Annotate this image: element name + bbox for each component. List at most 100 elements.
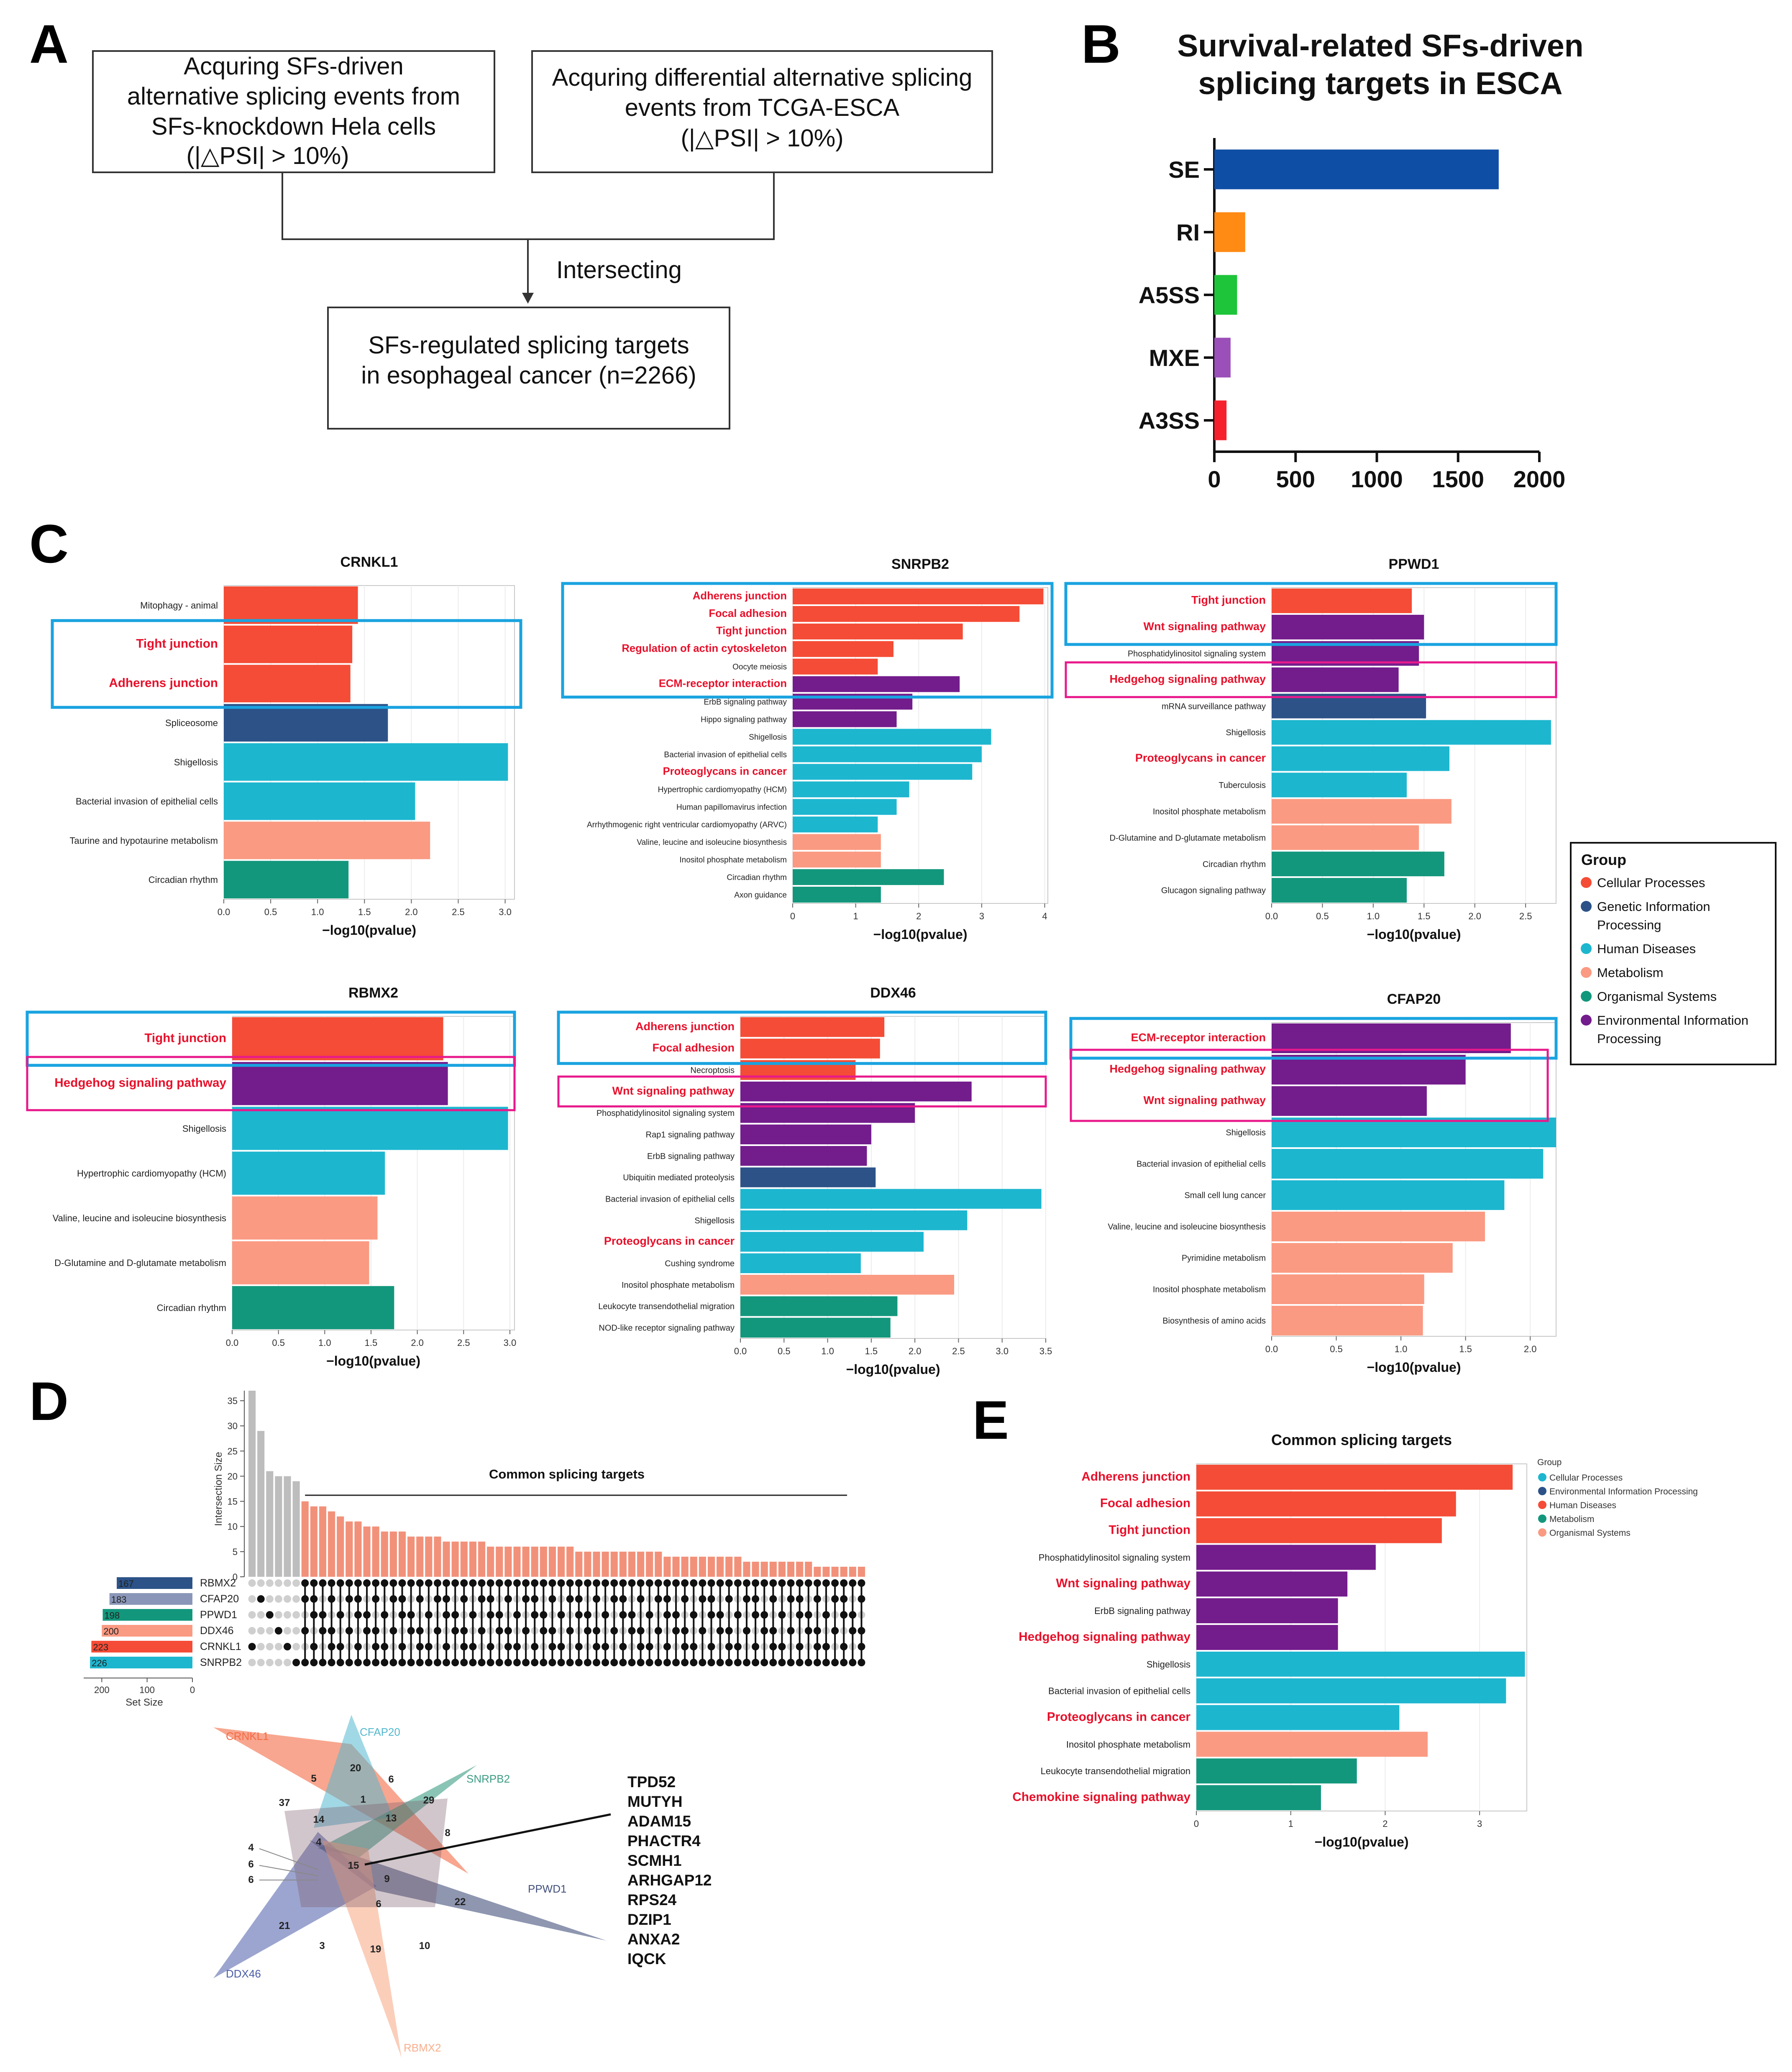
- y-tick-label: Hedgehog signaling pathway: [54, 1076, 226, 1090]
- set-name: SNRPB2: [200, 1657, 242, 1668]
- legend-label: Genetic Information: [1597, 899, 1710, 914]
- intersection-bar: [531, 1546, 538, 1577]
- intersection-bar: [655, 1551, 662, 1577]
- matrix-dot: [257, 1595, 265, 1603]
- set-name: CFAP20: [200, 1593, 239, 1605]
- bar: [740, 1275, 954, 1295]
- matrix-dot: [257, 1579, 265, 1587]
- bar: [224, 586, 358, 624]
- y-tick-label: Necroptosis: [690, 1066, 735, 1075]
- intersection-bar: [575, 1551, 583, 1577]
- x-tick-label: 3.0: [504, 1338, 517, 1348]
- bar: [1272, 878, 1407, 903]
- x-axis-label: −log10(pvalue): [1367, 927, 1461, 942]
- chart-title: Survival-related SFs-driven: [1177, 28, 1583, 63]
- venn-count: 5: [311, 1773, 316, 1784]
- x-tick-label: 2.0: [1468, 911, 1481, 921]
- plot-frame: [1271, 587, 1556, 904]
- bar: [224, 625, 353, 663]
- intersection-bar: [504, 1546, 512, 1577]
- y-tick-label: Circadian rhythm: [148, 875, 218, 885]
- y-tick-label: Hypertrophic cardiomyopathy (HCM): [77, 1168, 226, 1179]
- legend-label: Cellular Processes: [1597, 875, 1705, 890]
- bar: [1196, 1571, 1348, 1597]
- intersection-bar: [707, 1556, 715, 1577]
- x-tick-label: 1.5: [358, 907, 371, 917]
- y-tick-label: Inositol phosphate metabolism: [1153, 807, 1266, 816]
- bar: [793, 588, 1044, 604]
- chart-title: SNRPB2: [891, 556, 949, 572]
- bar: [232, 1151, 385, 1195]
- legend-label: Organismal Systems: [1597, 989, 1717, 1004]
- bar-a3ss: [1214, 400, 1227, 440]
- intersection-bar: [602, 1551, 609, 1577]
- legend-e: Group Cellular Processes Environmental Inf…: [1537, 1458, 1698, 1538]
- bar: [1196, 1732, 1428, 1757]
- bar: [232, 1286, 394, 1329]
- matrix-dot: [274, 1579, 282, 1587]
- x-axis-label: −log10(pvalue): [322, 923, 416, 938]
- matrix-dot: [248, 1595, 256, 1603]
- x-axis-label: −log10(pvalue): [873, 927, 968, 942]
- bar: [740, 1167, 876, 1187]
- bar: [793, 658, 878, 675]
- y-tick-label: Wnt signaling pathway: [1056, 1576, 1190, 1590]
- bar: [1272, 720, 1551, 745]
- x-tick-label: 1.0: [311, 907, 324, 917]
- matrix-dot: [257, 1659, 265, 1666]
- matrix-dot: [284, 1659, 292, 1666]
- y-tick-label: Shigellosis: [174, 757, 218, 767]
- y-tick-label: Valine, leucine and isoleucine biosynthe…: [53, 1213, 226, 1223]
- venn-count: 3: [319, 1940, 325, 1952]
- set-size-bar: [117, 1577, 192, 1589]
- x-tick-label: 0.5: [1316, 911, 1329, 921]
- matrix-dot: [292, 1627, 300, 1635]
- plot-frame: [792, 587, 1048, 904]
- y-tick-label: Inositol phosphate metabolism: [679, 856, 787, 865]
- matrix-dot: [266, 1611, 274, 1619]
- intersection-bar: [425, 1536, 433, 1577]
- x-tick-label: 0.5: [778, 1346, 791, 1356]
- bar-a5ss: [1214, 275, 1237, 315]
- chart-title: Common splicing targets: [1271, 1431, 1452, 1448]
- y-tick-label: 0: [233, 1572, 238, 1582]
- intersection-bar: [593, 1551, 600, 1577]
- y-tick-label: A5SS: [1139, 282, 1200, 308]
- x-tick-label: 2.0: [411, 1338, 424, 1348]
- venn-count: 1: [360, 1794, 366, 1805]
- bar: [224, 861, 349, 898]
- set-size-bar: [102, 1609, 192, 1621]
- set-size-label: 167: [118, 1578, 134, 1589]
- y-tick-label: D-Glutamine and D-glutamate metabolism: [54, 1258, 226, 1268]
- matrix-dot: [248, 1579, 256, 1587]
- flow-box-1-line-1: Acquring SFs-driven: [184, 53, 403, 80]
- legend-swatch: [1538, 1514, 1546, 1523]
- intersection-bar: [646, 1551, 653, 1577]
- intersection-bar: [381, 1531, 388, 1577]
- y-tick-label: ErbB signaling pathway: [704, 698, 787, 706]
- legend-label: Metabolism: [1549, 1514, 1594, 1524]
- intersection-bar: [743, 1561, 750, 1577]
- intersection-bar: [460, 1541, 468, 1577]
- bar: [1196, 1678, 1506, 1704]
- venn-gene: TPD52: [627, 1773, 676, 1791]
- intersection-bar: [372, 1526, 379, 1577]
- y-tick-label: ECM-receptor interaction: [659, 678, 787, 690]
- chart-c-rbmx2: 0.0 0.5 1.0 1.5 2.0 2.5 3.0 Tight junction Hedge…: [26, 985, 517, 1369]
- intersection-bar: [637, 1551, 645, 1577]
- matrix-dot: [266, 1595, 274, 1603]
- intersection-bar: [346, 1521, 353, 1577]
- x-tick-label: 2: [916, 911, 921, 921]
- y-tick-label: Hedgehog signaling pathway: [1109, 673, 1266, 685]
- bar: [1272, 852, 1444, 877]
- matrix-dot: [292, 1611, 300, 1619]
- bar: [232, 1107, 508, 1150]
- y-tick-label: Axon guidance: [734, 891, 787, 900]
- matrix-dot: [257, 1627, 265, 1635]
- venn-count: 20: [350, 1762, 361, 1774]
- y-tick-label: Wnt signaling pathway: [612, 1085, 735, 1097]
- y-tick-label: Tight junction: [144, 1031, 226, 1045]
- venn-label-ddx46: DDX46: [226, 1967, 261, 1980]
- flow-box-1: [92, 50, 495, 173]
